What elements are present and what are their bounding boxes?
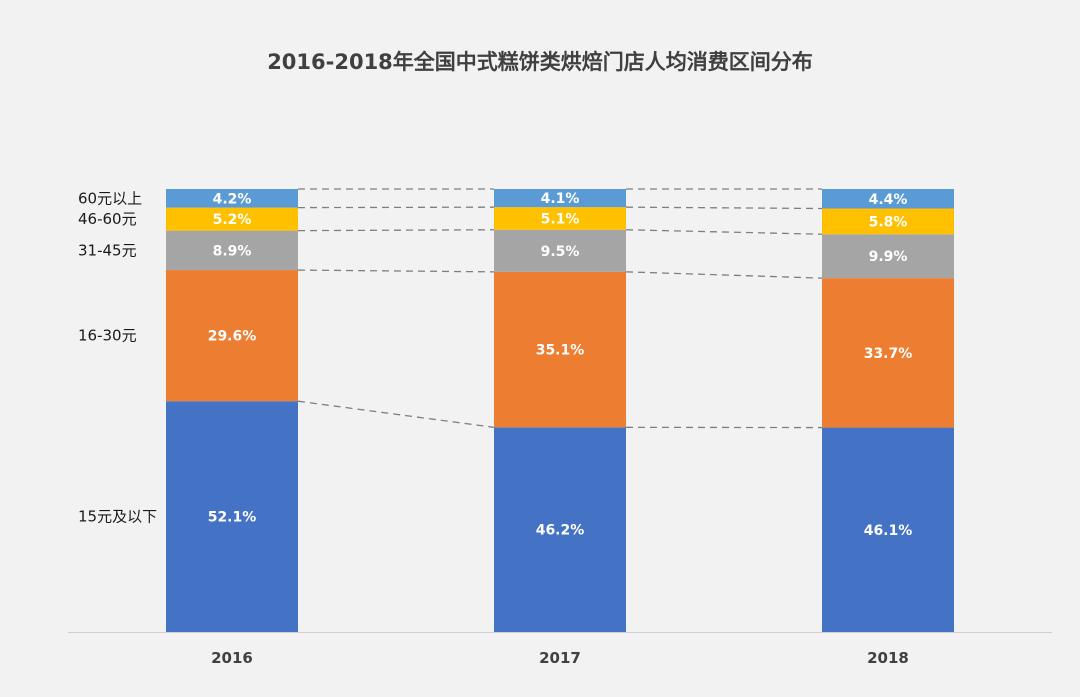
data-label: 4.1% [541, 191, 580, 207]
data-label: 4.4% [869, 192, 908, 208]
connector-line [297, 229, 495, 232]
bar-segment [822, 189, 954, 209]
series-label: 16-30元 [78, 327, 137, 345]
bar-segment [822, 208, 954, 235]
data-label: 8.9% [213, 243, 252, 259]
x-tick-label: 2018 [867, 649, 909, 667]
chart-title: 2016-2018年全国中式糕饼类烘焙门店人均消费区间分布 [267, 50, 813, 74]
connector-lines [297, 188, 823, 429]
bar-segment [494, 207, 626, 230]
bar-segment [166, 189, 298, 208]
bars [166, 189, 954, 632]
data-label: 9.5% [541, 244, 580, 260]
data-label: 52.1% [208, 510, 257, 526]
data-label: 46.2% [536, 523, 585, 539]
connector-line [297, 400, 495, 428]
x-tick-label: 2016 [211, 649, 253, 667]
x-tick-label: 2017 [539, 649, 581, 667]
connector-line [625, 229, 823, 235]
series-label: 46-60元 [78, 210, 137, 228]
connector-line [625, 271, 823, 279]
data-label: 35.1% [536, 343, 585, 359]
data-label: 9.9% [869, 249, 908, 265]
data-label: 33.7% [864, 346, 913, 362]
bar-segment [494, 189, 626, 208]
data-label: 5.8% [869, 214, 908, 230]
data-label: 4.2% [213, 191, 252, 207]
data-label: 46.1% [864, 523, 913, 539]
series-label: 31-45元 [78, 241, 137, 259]
connector-line [297, 269, 495, 273]
x-axis: 2016 2017 2018 [68, 632, 1052, 667]
bar-segment [166, 207, 298, 231]
data-label: 5.1% [541, 211, 580, 227]
bar-segment [166, 270, 298, 402]
data-label: 5.2% [213, 212, 252, 228]
data-label: 29.6% [208, 329, 257, 345]
series-label: 15元及以下 [78, 508, 157, 526]
bar-segment [166, 230, 298, 271]
data-labels: 52.1% 46.2% 46.1% 29.6% 35.1% 33.7% 8.9% 9.5% 9.… [208, 191, 913, 539]
series-label: 60元以上 [78, 189, 142, 207]
bar-segment [494, 427, 626, 632]
connector-line [625, 206, 823, 210]
bar-segment [822, 427, 954, 632]
bar-segment [166, 401, 298, 632]
bar-segment [822, 234, 954, 279]
bar-segment [494, 229, 626, 272]
bar-segment [494, 271, 626, 428]
bar-segment [822, 278, 954, 428]
category-labels: 15元及以下 16-30元 31-45元 46-60元 60元以上 [78, 189, 157, 525]
